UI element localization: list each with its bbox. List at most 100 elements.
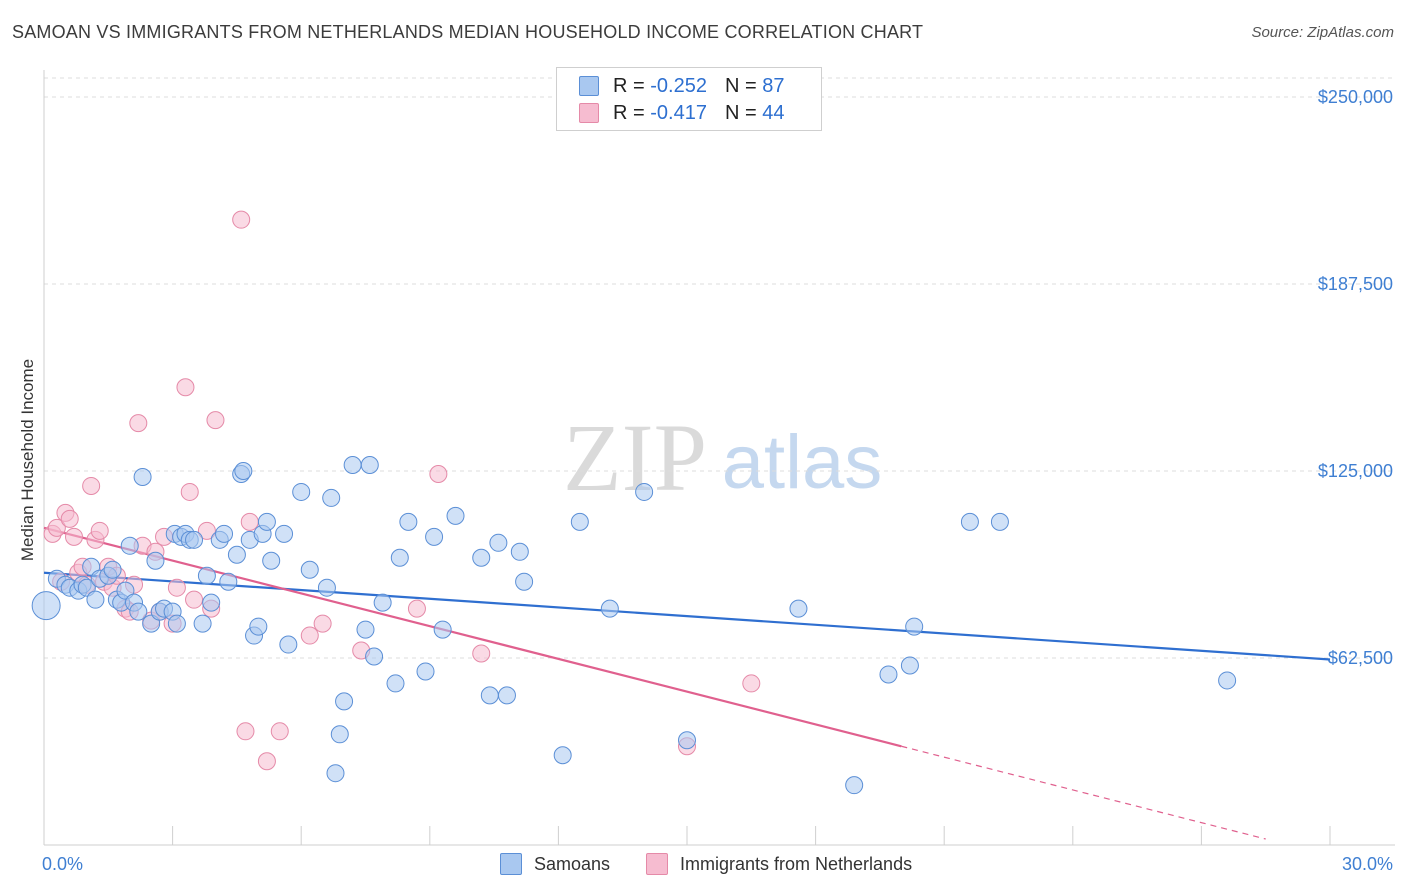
trend-lines	[43, 526, 1331, 840]
samoans-point	[472, 548, 491, 567]
netherlands-point	[257, 752, 276, 771]
samoans-point	[129, 602, 148, 621]
samoans-point	[489, 533, 508, 552]
samoans-point	[292, 482, 311, 501]
samoans-point	[185, 530, 204, 549]
y-tick-label: $125,000	[1318, 461, 1393, 481]
netherlands-point	[65, 527, 84, 546]
legend-r-label: R =	[613, 101, 645, 124]
samoans-point	[326, 764, 345, 783]
netherlands-point	[129, 414, 148, 433]
netherlands-point	[206, 411, 225, 430]
legend-n-label: N =	[724, 101, 757, 124]
netherlands-points	[43, 210, 761, 771]
samoans-point	[1218, 671, 1237, 690]
samoans-point	[390, 548, 409, 567]
netherlands-point	[240, 512, 259, 531]
netherlands-point	[90, 521, 109, 540]
samoans-trend-line	[43, 571, 1331, 661]
samoans-point	[433, 620, 452, 639]
samoans-point	[322, 488, 341, 507]
netherlands-swatch	[646, 853, 668, 875]
samoans-point	[678, 731, 696, 750]
netherlands-point	[313, 614, 332, 633]
samoans-point	[31, 591, 61, 621]
tick-labels: $62,500 $125,000 $187,500 $250,000 0.0% 30.0%	[42, 87, 1393, 874]
netherlands-point	[236, 722, 255, 741]
legend-r-value: -0.252	[650, 74, 707, 97]
samoans-point	[219, 572, 238, 591]
samoans-point	[300, 560, 319, 579]
y-tick-label: $62,500	[1328, 648, 1393, 668]
correlation-legend: R = -0.252 N = 87 R = -0.417 N = 44	[556, 67, 822, 131]
samoans-point	[133, 467, 152, 486]
bottom-legend-netherlands: Immigrants from Netherlands	[646, 852, 912, 876]
samoans-points	[31, 456, 1237, 795]
samoans-point	[365, 647, 384, 666]
samoans-point	[86, 590, 105, 609]
samoans-point	[275, 524, 294, 543]
netherlands-point	[232, 210, 251, 229]
samoans-point	[257, 512, 276, 531]
samoans-point	[262, 551, 281, 570]
samoans-swatch	[579, 76, 599, 96]
samoans-point	[193, 614, 212, 633]
samoans-point	[600, 599, 619, 618]
netherlands-point	[167, 578, 186, 597]
samoans-point	[146, 551, 165, 570]
grid-lines	[44, 77, 1395, 659]
samoans-point	[900, 656, 919, 675]
netherlands-point	[185, 590, 204, 609]
samoans-point	[335, 692, 354, 711]
legend-n-value: 44	[762, 101, 785, 124]
legend-n-label: N =	[724, 74, 757, 97]
legend-row-netherlands: R = -0.417 N = 44	[579, 101, 784, 125]
samoans-point	[789, 599, 808, 618]
samoans-point	[197, 566, 216, 585]
samoans-swatch	[500, 853, 522, 875]
netherlands-point	[82, 476, 101, 495]
samoans-point	[249, 617, 268, 636]
samoans-point	[515, 572, 534, 591]
samoans-point	[879, 665, 898, 684]
samoans-point	[570, 512, 589, 531]
netherlands-point	[176, 378, 195, 397]
samoans-point	[360, 456, 379, 475]
source-label: Source: ZipAtlas.com	[1251, 24, 1394, 41]
netherlands-point	[472, 644, 491, 663]
samoans-point	[497, 686, 516, 705]
y-tick-label: $250,000	[1318, 87, 1393, 107]
netherlands-point	[407, 599, 426, 618]
samoans-point	[330, 725, 349, 744]
netherlands-point	[60, 509, 79, 528]
samoans-point	[399, 512, 418, 531]
netherlands-trend-extension	[901, 745, 1266, 840]
netherlands-point	[180, 482, 199, 501]
samoans-point	[446, 506, 465, 525]
watermark-zip: ZIP	[563, 404, 707, 511]
axes	[43, 70, 1395, 846]
bottom-legend-label: Immigrants from Netherlands	[680, 853, 913, 874]
samoans-point	[343, 456, 362, 475]
samoans-point	[905, 617, 924, 636]
samoans-point	[234, 462, 253, 480]
netherlands-point	[47, 518, 66, 537]
legend-n-value: 87	[762, 74, 785, 97]
netherlands-point	[197, 521, 216, 540]
samoans-point	[635, 482, 654, 501]
samoans-point	[215, 524, 234, 543]
samoans-point	[960, 512, 979, 531]
samoans-point	[227, 545, 246, 564]
samoans-point	[386, 674, 405, 693]
samoans-point	[202, 593, 221, 612]
y-tick-label: $187,500	[1318, 274, 1393, 294]
netherlands-point	[742, 674, 761, 693]
samoans-point	[373, 593, 392, 612]
samoans-point	[416, 662, 435, 681]
samoans-point	[279, 635, 298, 654]
bottom-legend-label: Samoans	[534, 853, 611, 874]
samoans-point	[553, 746, 572, 765]
bottom-legend-samoans: Samoans	[500, 852, 610, 876]
legend-row-samoans: R = -0.252 N = 87	[579, 74, 784, 98]
